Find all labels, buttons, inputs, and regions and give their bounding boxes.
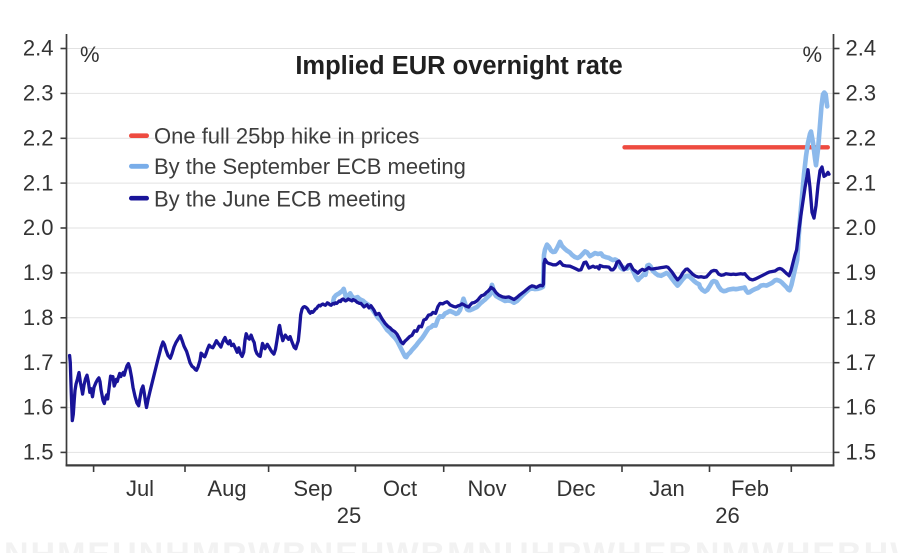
svg-text:One full 25bp hike in prices: One full 25bp hike in prices xyxy=(154,124,419,149)
svg-text:1.5: 1.5 xyxy=(846,440,877,465)
svg-text:Aug: Aug xyxy=(207,476,246,501)
svg-text:2.4: 2.4 xyxy=(846,36,877,61)
svg-text:Jul: Jul xyxy=(126,476,154,501)
svg-text:%: % xyxy=(802,42,822,67)
svg-text:2.0: 2.0 xyxy=(846,215,877,240)
svg-text:Sep: Sep xyxy=(293,476,332,501)
svg-text:By the September ECB meeting: By the September ECB meeting xyxy=(154,154,466,179)
svg-text:2.1: 2.1 xyxy=(846,170,877,195)
svg-text:%: % xyxy=(80,42,100,67)
svg-text:2.3: 2.3 xyxy=(846,81,877,106)
svg-text:Jan: Jan xyxy=(649,476,684,501)
svg-text:By the June ECB meeting: By the June ECB meeting xyxy=(154,187,406,212)
svg-text:1.9: 1.9 xyxy=(23,260,54,285)
svg-text:Nov: Nov xyxy=(467,476,506,501)
svg-text:2.0: 2.0 xyxy=(23,215,54,240)
svg-text:1.8: 1.8 xyxy=(846,305,877,330)
svg-text:Implied EUR overnight rate: Implied EUR overnight rate xyxy=(295,52,622,80)
svg-text:2.4: 2.4 xyxy=(23,36,54,61)
svg-text:Dec: Dec xyxy=(556,476,595,501)
svg-text:26: 26 xyxy=(715,503,739,528)
svg-text:Oct: Oct xyxy=(383,476,417,501)
svg-text:2.2: 2.2 xyxy=(23,126,54,151)
svg-text:1.8: 1.8 xyxy=(23,305,54,330)
svg-text:NHMEUNHMRWBNEHWBMNUHRWHEBNMWHE: NHMEUNHMRWBNEHWBMNUHRWHEBNMWHEBHWM xyxy=(4,536,900,553)
svg-text:1.5: 1.5 xyxy=(23,440,54,465)
svg-text:2.2: 2.2 xyxy=(846,126,877,151)
svg-text:1.7: 1.7 xyxy=(23,350,54,375)
svg-text:2.1: 2.1 xyxy=(23,170,54,195)
svg-text:1.6: 1.6 xyxy=(846,395,877,420)
svg-text:Feb: Feb xyxy=(731,476,769,501)
svg-text:1.9: 1.9 xyxy=(846,260,877,285)
svg-text:25: 25 xyxy=(337,503,361,528)
svg-text:2.3: 2.3 xyxy=(23,81,54,106)
svg-text:1.7: 1.7 xyxy=(846,350,877,375)
svg-text:1.6: 1.6 xyxy=(23,395,54,420)
